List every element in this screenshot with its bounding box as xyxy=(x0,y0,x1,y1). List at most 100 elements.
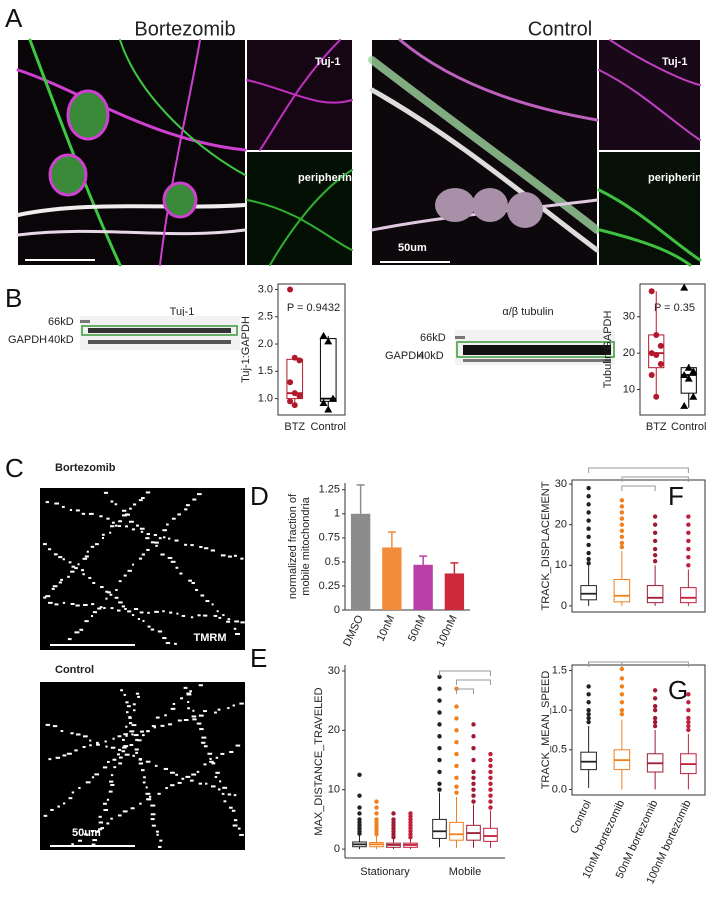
mito xyxy=(167,723,173,726)
data-point xyxy=(471,734,476,739)
data-point xyxy=(287,379,294,386)
mito xyxy=(106,798,110,801)
mito xyxy=(110,774,114,777)
data-point xyxy=(653,331,660,338)
mito xyxy=(143,776,146,779)
box xyxy=(432,818,447,839)
data-point xyxy=(652,715,658,721)
mito xyxy=(116,753,121,756)
data-point xyxy=(619,540,625,546)
mito xyxy=(48,758,52,761)
blot-marker: 66kD xyxy=(420,332,446,344)
mito xyxy=(71,843,74,846)
mito xyxy=(232,704,235,707)
mito xyxy=(138,757,142,760)
bar xyxy=(413,564,433,610)
mito xyxy=(110,500,114,503)
mito xyxy=(71,565,76,568)
mito xyxy=(148,795,152,798)
y-axis-label: normalized fraction of xyxy=(287,493,299,599)
scale-bar-label: 50um xyxy=(72,827,101,839)
mito xyxy=(203,614,208,617)
mito xyxy=(128,520,134,523)
mito xyxy=(122,514,127,517)
mito xyxy=(219,780,222,783)
mito xyxy=(112,758,117,761)
data-point xyxy=(454,704,459,709)
data-point xyxy=(471,775,476,781)
micrograph xyxy=(40,488,245,650)
mito xyxy=(191,581,195,584)
y-tick-label: 0.0 xyxy=(552,783,567,795)
mito xyxy=(58,581,62,584)
y-tick-label: 30 xyxy=(328,665,340,677)
mito xyxy=(77,563,80,566)
significance-bracket xyxy=(456,688,474,694)
data-point xyxy=(652,723,658,729)
x-tick-label: 10nM xyxy=(375,613,398,643)
mito xyxy=(240,621,245,624)
mito xyxy=(233,554,237,557)
mito xyxy=(147,625,151,628)
mito xyxy=(163,536,166,539)
data-point xyxy=(437,698,442,703)
mito xyxy=(66,752,72,755)
mito xyxy=(146,548,150,551)
data-point xyxy=(652,696,658,701)
significance-bracket xyxy=(439,670,491,676)
mito xyxy=(159,839,163,842)
mito xyxy=(174,539,179,542)
loading-control: GAPDH xyxy=(385,350,424,362)
mito xyxy=(145,537,150,540)
data-point xyxy=(652,688,658,693)
mito xyxy=(222,614,225,617)
data-point xyxy=(437,769,442,775)
mito xyxy=(145,786,148,789)
mito xyxy=(88,576,92,579)
mito xyxy=(84,555,89,558)
mito xyxy=(100,827,105,830)
mito xyxy=(154,541,159,544)
mito xyxy=(222,786,228,789)
data-point xyxy=(586,561,591,566)
mitochondria xyxy=(42,491,245,848)
data-point xyxy=(686,530,691,535)
mito xyxy=(110,817,113,820)
mito xyxy=(140,730,144,733)
mito xyxy=(137,618,141,621)
mito xyxy=(74,567,78,570)
data-point xyxy=(488,787,493,792)
data-point xyxy=(586,518,591,523)
mito xyxy=(240,557,244,560)
data-point xyxy=(488,793,493,798)
data-point xyxy=(328,394,337,402)
data-point xyxy=(686,692,691,697)
panel-letter: A xyxy=(5,3,23,33)
mito xyxy=(140,769,145,772)
data-point xyxy=(686,554,691,560)
mito xyxy=(177,719,182,722)
mito xyxy=(181,777,185,780)
mito xyxy=(121,509,127,512)
data-point xyxy=(471,769,476,775)
mito xyxy=(43,596,47,599)
data-point xyxy=(619,510,625,515)
x-tick-label: Stationary xyxy=(360,866,410,878)
mito xyxy=(109,531,112,534)
mito xyxy=(153,534,157,537)
mito xyxy=(103,607,106,610)
mito xyxy=(177,513,181,516)
mito xyxy=(215,756,219,759)
data-point xyxy=(357,811,362,816)
mito xyxy=(45,595,51,598)
panel-letter: D xyxy=(250,481,269,511)
data-point xyxy=(437,710,442,715)
mito xyxy=(124,607,127,610)
mito xyxy=(117,814,122,817)
data-point xyxy=(319,331,328,339)
mito xyxy=(89,744,92,747)
mito xyxy=(211,762,216,765)
mito xyxy=(126,705,131,708)
mito xyxy=(118,762,123,765)
data-point xyxy=(652,707,658,713)
